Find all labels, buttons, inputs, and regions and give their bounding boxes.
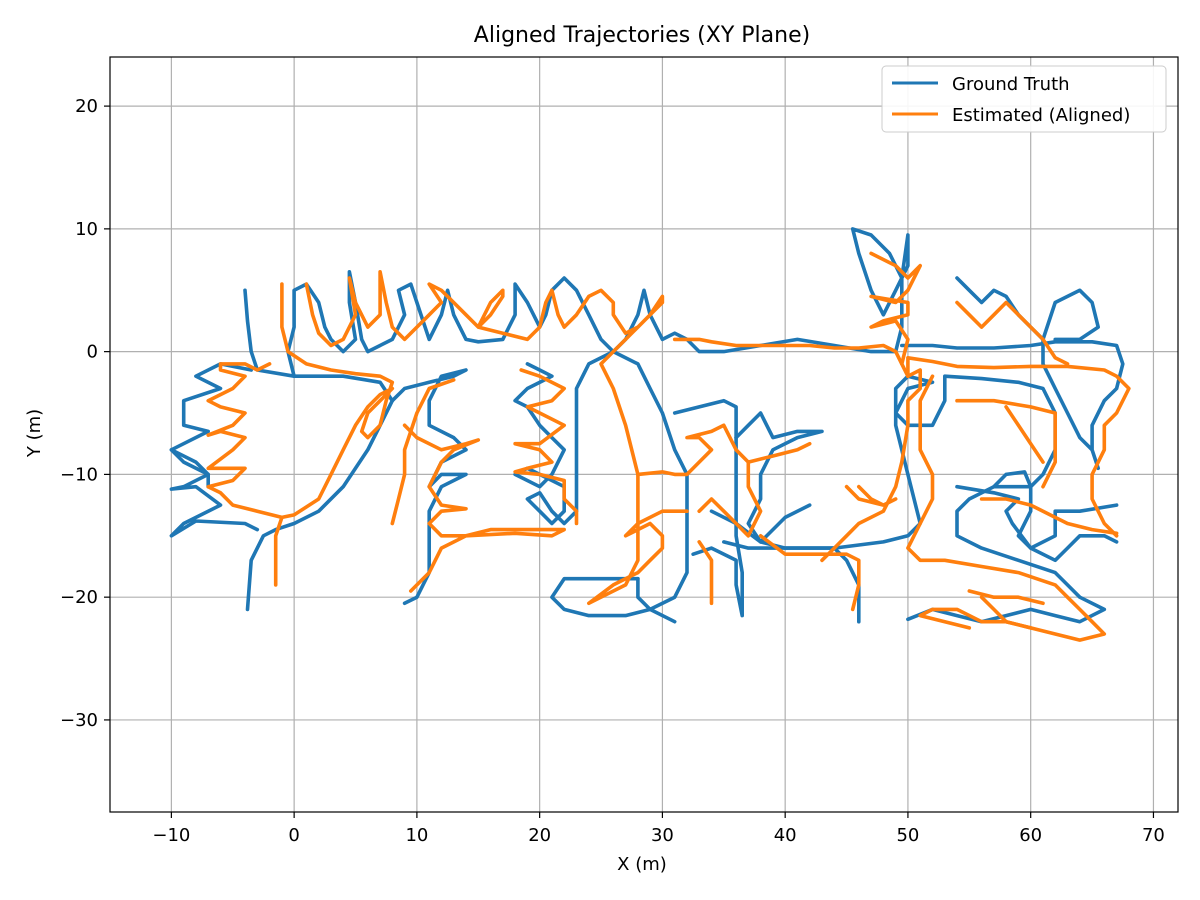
trajectory-segment — [758, 533, 861, 612]
legend-label-estimated: Estimated (Aligned) — [952, 105, 1130, 126]
trajectory-segment — [697, 540, 714, 606]
trajectory-segment — [273, 282, 395, 587]
trajectory-segment — [672, 398, 745, 618]
trajectory-segment — [955, 484, 1119, 563]
trajectory-segment — [955, 398, 1057, 489]
series-estimated — [206, 251, 1131, 642]
x-tick-label: 70 — [1142, 825, 1165, 846]
trajectory-segment — [304, 269, 689, 606]
trajectory-segment — [513, 349, 689, 618]
x-tick-label: 50 — [896, 825, 919, 846]
trajectory-segment — [979, 595, 1033, 630]
trajectory-segment — [636, 423, 812, 477]
series-ground-truth — [169, 227, 1125, 624]
grid — [110, 57, 1178, 812]
trajectory-segment — [402, 423, 567, 593]
trajectory-segment — [955, 300, 1070, 366]
trajectory-segment — [169, 362, 260, 538]
trajectory-segment — [979, 497, 1119, 536]
legend-label-ground-truth: Ground Truth — [952, 74, 1070, 95]
legend-box — [881, 65, 1167, 133]
trajectory-segment — [906, 355, 1131, 538]
trajectory-segment — [697, 460, 763, 538]
y-tick-label: 0 — [87, 342, 98, 363]
trajectory-segment — [992, 470, 1119, 550]
x-tick-label: 20 — [528, 825, 551, 846]
plot-frame — [109, 56, 1179, 813]
trajectory-segment — [967, 589, 1045, 606]
x-tick-label: 0 — [288, 825, 299, 846]
trajectory-segment — [844, 484, 898, 507]
x-tick-label: 40 — [774, 825, 797, 846]
trajectory-segment — [734, 374, 1107, 624]
trajectory-segment — [636, 576, 677, 624]
trajectory-segment — [169, 447, 210, 489]
y-tick-label: −30 — [60, 710, 98, 731]
y-tick-label: 20 — [75, 96, 98, 117]
x-tick-label: 30 — [651, 825, 674, 846]
trajectory-segment — [672, 337, 904, 366]
x-tick-label: 10 — [405, 825, 428, 846]
trajectory-segment — [899, 288, 1125, 471]
x-tick-label: 60 — [1019, 825, 1042, 846]
x-axis-label: X (m) — [617, 854, 667, 875]
trajectory-segment — [709, 503, 812, 544]
trajectory-segment — [206, 362, 284, 520]
trajectory-segment — [820, 251, 923, 563]
y-tick-label: −10 — [60, 464, 98, 485]
trajectory-segment — [1004, 405, 1045, 464]
y-tick-label: −20 — [60, 587, 98, 608]
trajectory-segment — [513, 368, 579, 526]
x-tick-label: −10 — [152, 825, 190, 846]
trajectory-segment — [906, 374, 1107, 642]
y-axis-label: Y (m) — [24, 409, 45, 458]
chart-title: Aligned Trajectories (XY Plane) — [474, 23, 810, 48]
axis-ticks: −10 0 10 20 30 40 50 60 70 −30 −20 −10 0 10 20 — [60, 96, 1165, 846]
legend: Ground Truth Estimated (Aligned) — [881, 65, 1167, 133]
y-tick-label: 10 — [75, 219, 98, 240]
series-lines — [169, 227, 1131, 642]
trajectory-segment — [390, 378, 456, 526]
trajectory-segment — [243, 288, 395, 612]
trajectory-segment — [390, 368, 468, 606]
